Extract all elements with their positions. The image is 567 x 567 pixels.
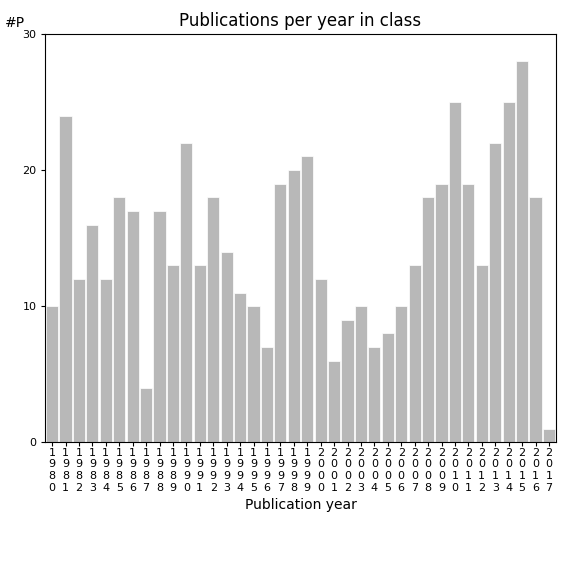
Bar: [100, 279, 112, 442]
Bar: [167, 265, 179, 442]
Bar: [301, 156, 313, 442]
Bar: [543, 429, 555, 442]
Bar: [328, 361, 340, 442]
Bar: [355, 306, 367, 442]
X-axis label: Publication year: Publication year: [244, 498, 357, 512]
Bar: [247, 306, 260, 442]
Bar: [113, 197, 125, 442]
Bar: [234, 293, 246, 442]
Bar: [274, 184, 286, 442]
Bar: [422, 197, 434, 442]
Bar: [409, 265, 421, 442]
Bar: [207, 197, 219, 442]
Bar: [221, 252, 232, 442]
Bar: [435, 184, 447, 442]
Bar: [73, 279, 85, 442]
Text: #P: #P: [5, 16, 24, 30]
Bar: [46, 306, 58, 442]
Bar: [395, 306, 407, 442]
Bar: [476, 265, 488, 442]
Bar: [140, 388, 152, 442]
Bar: [382, 333, 394, 442]
Bar: [315, 279, 327, 442]
Bar: [462, 184, 475, 442]
Bar: [60, 116, 71, 442]
Bar: [341, 320, 354, 442]
Bar: [154, 211, 166, 442]
Bar: [489, 143, 501, 442]
Bar: [502, 102, 515, 442]
Bar: [369, 347, 380, 442]
Bar: [516, 61, 528, 442]
Bar: [126, 211, 139, 442]
Bar: [287, 170, 300, 442]
Bar: [449, 102, 461, 442]
Bar: [180, 143, 192, 442]
Bar: [530, 197, 541, 442]
Bar: [194, 265, 206, 442]
Bar: [86, 225, 99, 442]
Bar: [261, 347, 273, 442]
Title: Publications per year in class: Publications per year in class: [179, 12, 422, 29]
